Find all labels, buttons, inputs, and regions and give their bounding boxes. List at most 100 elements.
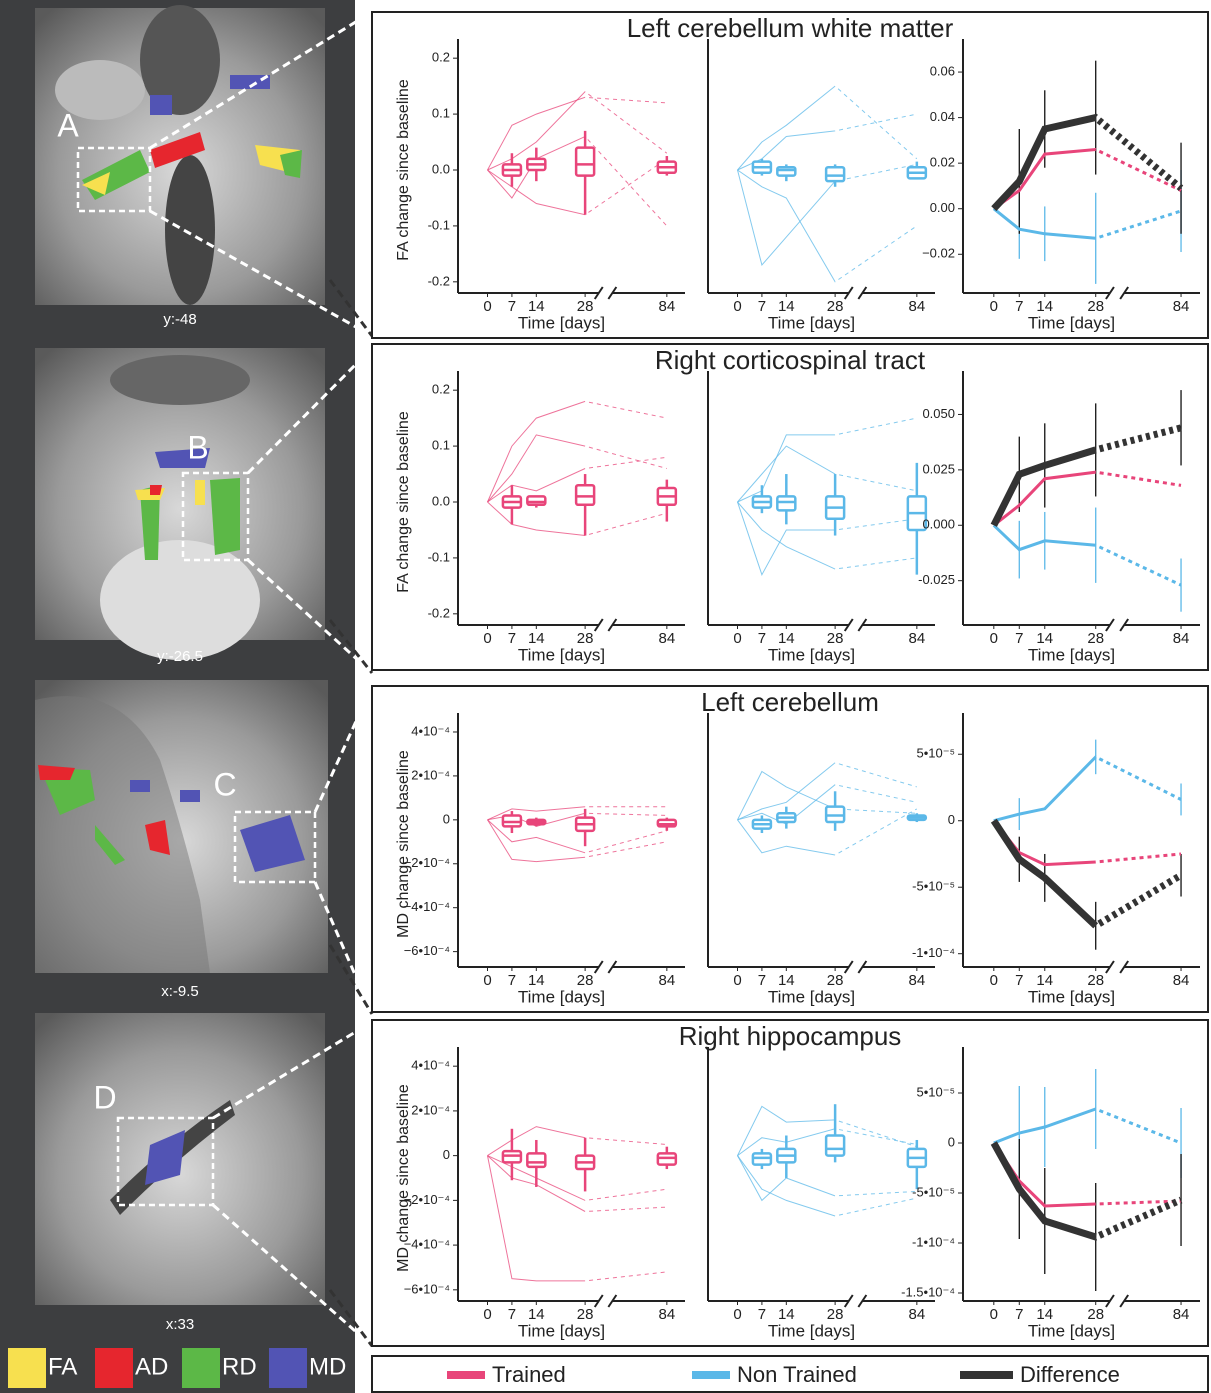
axis-break — [593, 1294, 604, 1308]
x-tick-label: 28 — [577, 1306, 594, 1323]
y-tick-label: 0.025 — [922, 461, 955, 476]
image-coordinate: y:-48 — [163, 311, 196, 328]
subject-line — [737, 762, 917, 821]
panel-frame — [371, 11, 1209, 339]
subject-line — [487, 1126, 667, 1157]
y-tick-label: 0 — [443, 811, 450, 826]
x-tick-label: 28 — [1087, 298, 1104, 315]
y-tick-label: -1•10⁻⁴ — [912, 945, 955, 960]
x-axis-label: Time [days] — [518, 645, 605, 664]
region-letter: D — [93, 1079, 116, 1115]
x-tick-label: 7 — [508, 298, 516, 315]
chart: 0 7 14 28 84 0.06 0.04 0.02 0.00 −0.02 Time [days] — [922, 39, 1200, 332]
map-legend-label: FA — [48, 1353, 77, 1380]
y-axis-label: FA change since baseline — [395, 411, 412, 593]
x-tick-label: 0 — [990, 972, 998, 989]
y-tick-label: 0.2 — [432, 382, 450, 397]
subject-line — [487, 434, 667, 503]
axis-break — [607, 286, 618, 300]
box-body — [824, 165, 846, 183]
x-tick-label: 0 — [483, 972, 491, 989]
y-tick-label: -0.1 — [428, 549, 450, 564]
y-tick-label: −6•10⁻⁴ — [404, 1281, 450, 1296]
subject-line — [487, 456, 667, 503]
x-tick-label: 84 — [1173, 630, 1190, 647]
x-tick-label: 0 — [733, 630, 741, 647]
x-tick-label: 84 — [1173, 298, 1190, 315]
axis-break — [1119, 1294, 1129, 1308]
map-legend-swatch — [95, 1348, 133, 1388]
x-tick-label: 84 — [908, 1306, 925, 1323]
box-body — [574, 146, 596, 177]
x-axis-label: Time [days] — [1028, 645, 1115, 664]
y-tick-label: -1•10⁻⁴ — [912, 1234, 955, 1249]
subject-line — [737, 417, 917, 503]
subject-line — [737, 169, 918, 283]
axis-break — [857, 286, 868, 300]
y-tick-label: 0 — [948, 812, 955, 827]
region-letter: C — [213, 766, 236, 802]
x-tick-label: 84 — [908, 630, 925, 647]
axis-break — [593, 618, 604, 632]
x-tick-label: 84 — [908, 972, 925, 989]
y-tick-label: 4•10⁻⁴ — [411, 723, 450, 738]
y-axis-label: MD change since baseline — [395, 1084, 412, 1272]
x-tick-label: 84 — [908, 298, 925, 315]
y-tick-label: 0.02 — [930, 155, 955, 170]
chart: 0 7 14 28 844•10⁻⁴2•10⁻⁴0−2•10⁻⁴−4•10⁻⁴−6•10… — [395, 1047, 685, 1340]
y-tick-label: 0 — [443, 1147, 450, 1162]
x-tick-label: 7 — [508, 630, 516, 647]
x-tick-label: 0 — [733, 972, 741, 989]
y-tick-label: 0.2 — [432, 50, 450, 65]
y-tick-label: -0.1 — [428, 217, 450, 232]
legend-label: Difference — [1020, 1362, 1120, 1387]
subject-line — [737, 1155, 917, 1217]
axis-break — [593, 960, 604, 974]
x-tick-label: 0 — [733, 298, 741, 315]
x-tick-label: 14 — [528, 1306, 545, 1323]
panel-title: Left cerebellum white matter — [627, 13, 954, 43]
x-tick-label: 0 — [733, 1306, 741, 1323]
subject-line — [737, 501, 917, 570]
connector-lines — [149, 10, 374, 1348]
chart: 0 7 14 28 84 Time [days] — [707, 1047, 935, 1340]
x-tick-label: 28 — [827, 630, 844, 647]
y-tick-label: 0.04 — [930, 109, 955, 124]
series-line — [990, 424, 1182, 527]
legend-box — [371, 1355, 1209, 1393]
x-tick-label: 84 — [1173, 972, 1190, 989]
y-tick-label: 0.0 — [432, 493, 450, 508]
subject-line — [737, 85, 918, 171]
series-line — [992, 524, 1182, 587]
y-tick-label: 0.00 — [930, 200, 955, 215]
axis-break — [1119, 960, 1129, 974]
chart: 0 7 14 28 84 0.050 0.025 0.000 -0.025 Time [days] — [918, 371, 1200, 664]
x-tick-label: 84 — [658, 298, 675, 315]
x-axis-label: Time [days] — [1028, 313, 1115, 332]
y-tick-label: -5•10⁻⁵ — [912, 1184, 955, 1199]
legend-label: Non Trained — [737, 1362, 857, 1387]
x-tick-label: 7 — [758, 1306, 766, 1323]
series-line — [993, 755, 1182, 823]
x-tick-label: 28 — [827, 1306, 844, 1323]
axis-break — [1105, 286, 1115, 300]
box-body — [824, 1134, 846, 1157]
chart: 0 7 14 28 84 0.2 0.1 0.0 -0.1 -0.2 Time [days] FA c… — [395, 371, 685, 664]
y-tick-label: 4•10⁻⁴ — [411, 1058, 450, 1073]
subject-line — [737, 1105, 917, 1156]
y-tick-label: -0.025 — [918, 572, 955, 587]
x-tick-label: 7 — [508, 972, 516, 989]
x-tick-label: 28 — [1087, 630, 1104, 647]
y-tick-label: 0.1 — [432, 438, 450, 453]
axis-break — [1119, 618, 1129, 632]
axis-break — [1105, 1294, 1115, 1308]
x-axis-label: Time [days] — [1028, 1321, 1115, 1340]
panel-frame — [371, 343, 1209, 671]
x-tick-label: 7 — [758, 298, 766, 315]
subject-line — [487, 806, 667, 821]
x-tick-label: 0 — [483, 298, 491, 315]
axis-break — [843, 960, 854, 974]
x-tick-label: 0 — [483, 630, 491, 647]
